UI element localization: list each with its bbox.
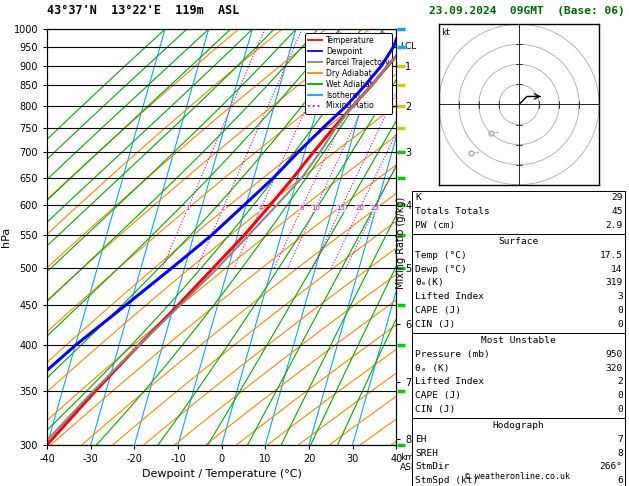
Y-axis label: hPa: hPa	[1, 227, 11, 247]
Text: Lifted Index: Lifted Index	[415, 378, 484, 386]
Text: 0: 0	[617, 391, 623, 400]
Text: CAPE (J): CAPE (J)	[415, 391, 461, 400]
Text: 10: 10	[311, 206, 320, 211]
Text: km
ASL: km ASL	[400, 453, 416, 472]
Text: →: →	[491, 130, 499, 136]
Text: Most Unstable: Most Unstable	[481, 336, 555, 345]
Text: StmDir: StmDir	[415, 463, 450, 471]
Text: CAPE (J): CAPE (J)	[415, 306, 461, 315]
Text: 23.09.2024  09GMT  (Base: 06): 23.09.2024 09GMT (Base: 06)	[429, 6, 625, 16]
Text: θₑ (K): θₑ (K)	[415, 364, 450, 373]
Text: 3: 3	[617, 293, 623, 301]
Text: Hodograph: Hodograph	[493, 421, 544, 430]
Text: 6: 6	[617, 476, 623, 486]
Text: 17.5: 17.5	[599, 251, 623, 260]
Text: 319: 319	[606, 278, 623, 288]
Text: 0: 0	[617, 405, 623, 414]
Text: CIN (J): CIN (J)	[415, 320, 455, 329]
Text: 0: 0	[617, 320, 623, 329]
Text: 45: 45	[611, 207, 623, 216]
Text: 43°37'N  13°22'E  119m  ASL: 43°37'N 13°22'E 119m ASL	[47, 4, 240, 17]
Text: © weatheronline.co.uk: © weatheronline.co.uk	[465, 472, 569, 481]
Text: θₑ(K): θₑ(K)	[415, 278, 444, 288]
Text: StmSpd (kt): StmSpd (kt)	[415, 476, 479, 486]
Text: 25: 25	[370, 206, 379, 211]
Text: SREH: SREH	[415, 449, 438, 458]
Text: LCL: LCL	[400, 42, 416, 51]
Text: 2: 2	[221, 206, 225, 211]
Text: 1: 1	[186, 206, 190, 211]
Text: 7: 7	[617, 435, 623, 444]
Text: 29: 29	[611, 193, 623, 203]
Text: Lifted Index: Lifted Index	[415, 293, 484, 301]
Text: 20: 20	[355, 206, 364, 211]
Text: 266°: 266°	[599, 463, 623, 471]
Text: EH: EH	[415, 435, 426, 444]
Text: Temp (°C): Temp (°C)	[415, 251, 467, 260]
Text: 320: 320	[606, 364, 623, 373]
Text: Dewp (°C): Dewp (°C)	[415, 265, 467, 274]
Text: 4: 4	[259, 206, 263, 211]
Text: 15: 15	[337, 206, 345, 211]
Text: Totals Totals: Totals Totals	[415, 207, 490, 216]
Text: Pressure (mb): Pressure (mb)	[415, 350, 490, 359]
Text: kt: kt	[441, 28, 450, 37]
Legend: Temperature, Dewpoint, Parcel Trajectory, Dry Adiabat, Wet Adiabat, Isotherm, Mi: Temperature, Dewpoint, Parcel Trajectory…	[305, 33, 392, 114]
Text: K: K	[415, 193, 421, 203]
X-axis label: Dewpoint / Temperature (°C): Dewpoint / Temperature (°C)	[142, 469, 302, 479]
Text: PW (cm): PW (cm)	[415, 221, 455, 230]
Text: Surface: Surface	[498, 237, 538, 246]
Text: 14: 14	[611, 265, 623, 274]
Text: →: →	[471, 150, 479, 156]
Text: 2.9: 2.9	[606, 221, 623, 230]
Text: Mixing Ratio (g/kg): Mixing Ratio (g/kg)	[396, 197, 406, 289]
Text: 950: 950	[606, 350, 623, 359]
Text: CIN (J): CIN (J)	[415, 405, 455, 414]
Text: 8: 8	[617, 449, 623, 458]
Text: 0: 0	[617, 306, 623, 315]
Text: 2: 2	[617, 378, 623, 386]
Text: 8: 8	[299, 206, 304, 211]
